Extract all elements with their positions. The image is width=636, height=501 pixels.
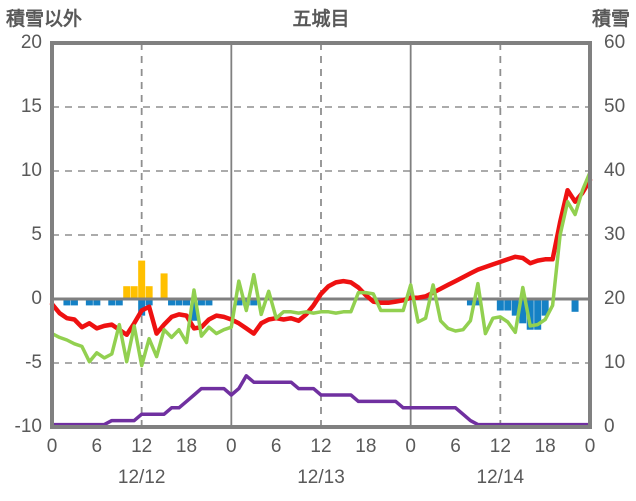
right-axis-tick: 0 <box>604 416 615 437</box>
bar <box>197 299 205 306</box>
left-axis-tick: -10 <box>14 416 42 437</box>
bar <box>145 286 153 299</box>
red-line <box>49 177 593 338</box>
right-axis-tick: 30 <box>604 224 626 245</box>
bar <box>466 299 474 306</box>
right-axis-tick: 60 <box>604 32 626 53</box>
x-axis-hour-tick: 6 <box>91 436 103 457</box>
bar <box>85 299 93 306</box>
green-line <box>50 170 592 368</box>
x-axis-date-label: 12/14 <box>476 467 525 488</box>
left-axis-tick: 5 <box>31 224 42 245</box>
bar <box>541 299 549 316</box>
plot-border <box>50 41 592 429</box>
x-axis-date-label: 12/13 <box>297 467 345 488</box>
x-axis-hour-tick: 0 <box>46 436 58 457</box>
x-axis-date-label: 12/12 <box>117 467 166 488</box>
bar <box>496 299 504 311</box>
right-axis-tick: 50 <box>604 96 626 117</box>
right-axis-tick: 10 <box>604 352 626 373</box>
x-axis-hour-tick: 6 <box>450 436 461 457</box>
left-axis-tick: 10 <box>20 160 42 181</box>
x-axis-hour-tick: 0 <box>226 436 237 457</box>
right-axis-tick: 20 <box>604 288 626 309</box>
bar <box>93 299 101 306</box>
bar <box>168 299 176 306</box>
bar <box>138 260 146 299</box>
right-axis-tick: 40 <box>604 160 626 181</box>
bar <box>235 299 243 306</box>
bar <box>183 299 190 306</box>
bar <box>504 299 512 311</box>
snow-depth-purple-line <box>50 374 592 427</box>
bar <box>571 299 579 312</box>
bar <box>175 299 183 306</box>
right-axis-title: 積雪 <box>591 9 630 30</box>
x-axis-hour-tick: 12 <box>131 436 153 457</box>
bar <box>474 299 482 306</box>
bar <box>108 299 116 306</box>
x-axis-hour-tick: 12 <box>489 436 511 457</box>
bar <box>123 286 131 299</box>
bar <box>160 273 168 299</box>
x-axis-hour-tick: 0 <box>405 436 416 457</box>
bar <box>115 299 123 306</box>
x-axis-hour-tick: 6 <box>270 436 282 457</box>
bar <box>70 299 78 306</box>
bar <box>526 299 534 330</box>
bar <box>138 299 146 316</box>
x-axis-hour-tick: 18 <box>534 436 556 457</box>
bar <box>519 299 527 324</box>
left-axis-tick: 20 <box>20 32 42 53</box>
left-axis-title: 積雪以外 <box>6 9 83 30</box>
bar <box>511 299 519 316</box>
x-axis-hour-tick: 18 <box>175 436 198 457</box>
left-axis-tick: -5 <box>25 352 42 373</box>
bar <box>250 299 258 306</box>
x-axis-hour-tick: 0 <box>584 436 596 457</box>
bar <box>130 286 138 299</box>
bar <box>190 299 198 321</box>
bar <box>205 299 213 306</box>
bar <box>63 299 71 306</box>
orange-bars <box>123 260 168 299</box>
left-axis-tick: 0 <box>31 288 42 309</box>
bar <box>145 299 153 306</box>
chart-title: 五城目 <box>292 9 350 30</box>
x-axis-hour-tick: 12 <box>310 436 332 457</box>
left-axis-tick: 15 <box>20 96 42 117</box>
x-axis-hour-tick: 18 <box>355 436 377 457</box>
bar <box>534 299 542 330</box>
